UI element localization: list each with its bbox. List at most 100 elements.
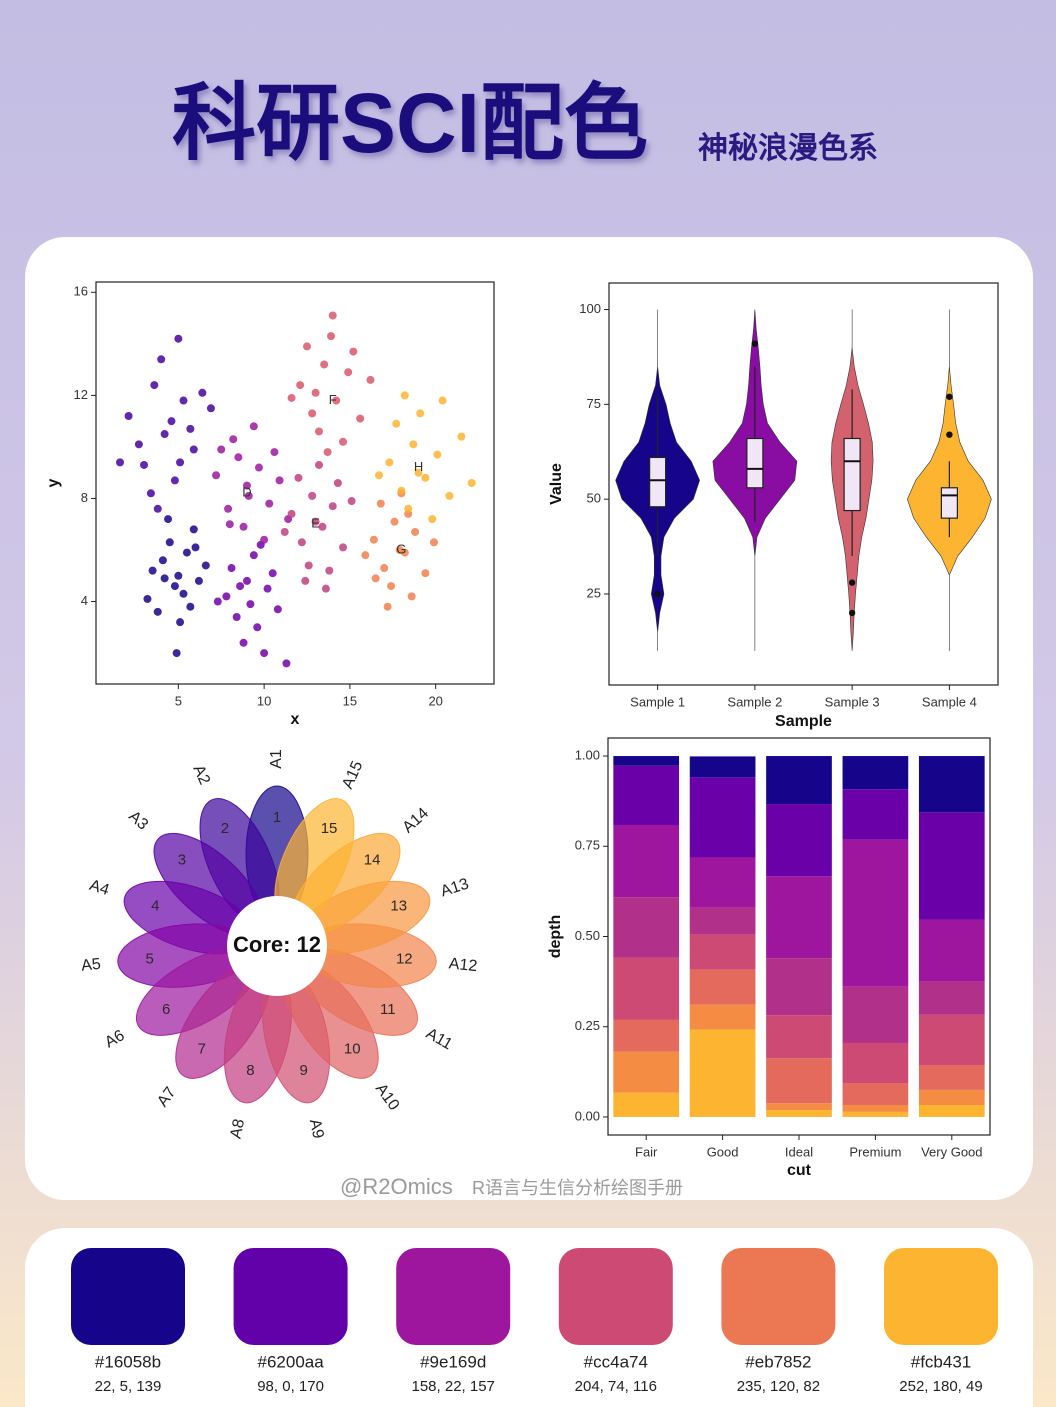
bar-segment (842, 1111, 909, 1117)
scatter-point (328, 311, 337, 320)
scatter-point (376, 499, 385, 508)
scatter-point (349, 347, 358, 356)
petal-label: A5 (80, 956, 101, 975)
y-tick-label: 0.00 (575, 1108, 600, 1123)
scatter-point (375, 471, 384, 480)
scatter-point (242, 481, 251, 490)
swatch-hex: #16058b (95, 1352, 161, 1371)
scatter-point (397, 486, 406, 495)
scatter-point (270, 448, 279, 457)
swatch-hex: #6200aa (258, 1352, 325, 1371)
bar-segment (918, 1105, 985, 1117)
scatter-point (225, 520, 234, 529)
scatter-point (390, 517, 399, 526)
swatch-rgb: 22, 5, 139 (95, 1378, 162, 1395)
scatter-point (339, 437, 348, 446)
scatter-point (260, 649, 269, 658)
petal-value: 15 (321, 820, 338, 837)
scatter-point (212, 471, 221, 480)
scatter-point (297, 538, 306, 547)
bar-segment (766, 1110, 832, 1117)
x-tick-label: Sample 4 (922, 694, 977, 709)
outlier (946, 431, 953, 438)
scatter-point (165, 538, 174, 547)
scatter-point (157, 355, 166, 364)
x-tick-label: Fair (635, 1144, 658, 1159)
petal-label: A9 (306, 1118, 327, 1141)
swatch-hex: #fcb431 (911, 1352, 972, 1371)
y-tick-label: 50 (587, 491, 601, 506)
scatter-point (224, 504, 233, 513)
y-tick-label: 75 (587, 396, 601, 411)
scatter-point (356, 414, 365, 423)
bar-segment (613, 1051, 680, 1093)
y-axis-title: depth (547, 915, 564, 959)
watermark-text: R语言与生信分析绘图手册 (472, 1178, 683, 1198)
scatter-point (242, 576, 251, 585)
x-tick-label: 15 (343, 693, 357, 708)
x-tick-label: Very Good (921, 1144, 982, 1159)
petal-label: A1 (268, 749, 285, 769)
bar-segment (689, 1004, 756, 1030)
swatch-rgb: 252, 180, 49 (899, 1378, 982, 1395)
scatter-point (232, 613, 241, 621)
scatter-point (282, 659, 291, 668)
color-swatch (71, 1248, 185, 1345)
color-swatch (721, 1248, 836, 1345)
scatter-point (304, 561, 313, 570)
scatter-point (457, 432, 466, 441)
scatter-point (234, 453, 243, 462)
scatter-point (239, 638, 248, 647)
scatter-point (327, 332, 336, 341)
scatter-point (244, 491, 253, 500)
scatter-point (321, 584, 330, 593)
y-tick-label: 25 (587, 585, 601, 600)
scatter-point (217, 445, 226, 454)
petal-value: 13 (390, 897, 407, 914)
scatter-point (146, 489, 155, 498)
cluster-label: D (242, 485, 251, 500)
bar-segment (766, 756, 832, 805)
scatter-point (395, 546, 404, 554)
scatter-point (227, 564, 236, 573)
scatter-point (333, 479, 342, 487)
swatch-rgb: 158, 22, 157 (411, 1378, 494, 1395)
y-tick-label: 0.50 (575, 928, 600, 943)
color-swatch (233, 1248, 348, 1345)
scatter-point (134, 440, 143, 449)
scatter-point (421, 473, 430, 482)
cluster-label: F (329, 392, 337, 407)
scatter-point (409, 440, 418, 449)
outlier (751, 340, 759, 347)
scatter-point (380, 564, 389, 573)
scatter-point (400, 391, 409, 400)
x-tick-label: Ideal (785, 1144, 813, 1159)
scatter-point (174, 571, 183, 580)
outlier (654, 590, 661, 598)
scatter-point (308, 409, 317, 418)
bar-segment (918, 1064, 985, 1090)
scatter-point (172, 649, 181, 658)
scatter-point (249, 551, 258, 560)
scatter-point (303, 342, 312, 351)
page-title: 科研SCI配色 (172, 76, 648, 170)
scatter-point (179, 396, 188, 405)
scatter-point (296, 381, 305, 390)
scatter-point (153, 607, 162, 616)
scatter-point (385, 458, 394, 467)
bar-segment (613, 824, 680, 898)
scatter-point (371, 574, 380, 583)
scatter-point (275, 476, 284, 485)
x-tick-label: 10 (257, 693, 271, 708)
swatch-hex: #cc4a74 (584, 1352, 648, 1371)
core-circle (227, 896, 327, 996)
scatter-point (308, 491, 317, 500)
scatter-point (239, 522, 248, 531)
scatter-point (194, 576, 203, 585)
scatter-point (206, 404, 215, 413)
core-label: Core: 12 (233, 932, 321, 957)
petal-value: 6 (162, 1001, 170, 1018)
scatter-point (254, 463, 263, 472)
box (843, 437, 861, 512)
